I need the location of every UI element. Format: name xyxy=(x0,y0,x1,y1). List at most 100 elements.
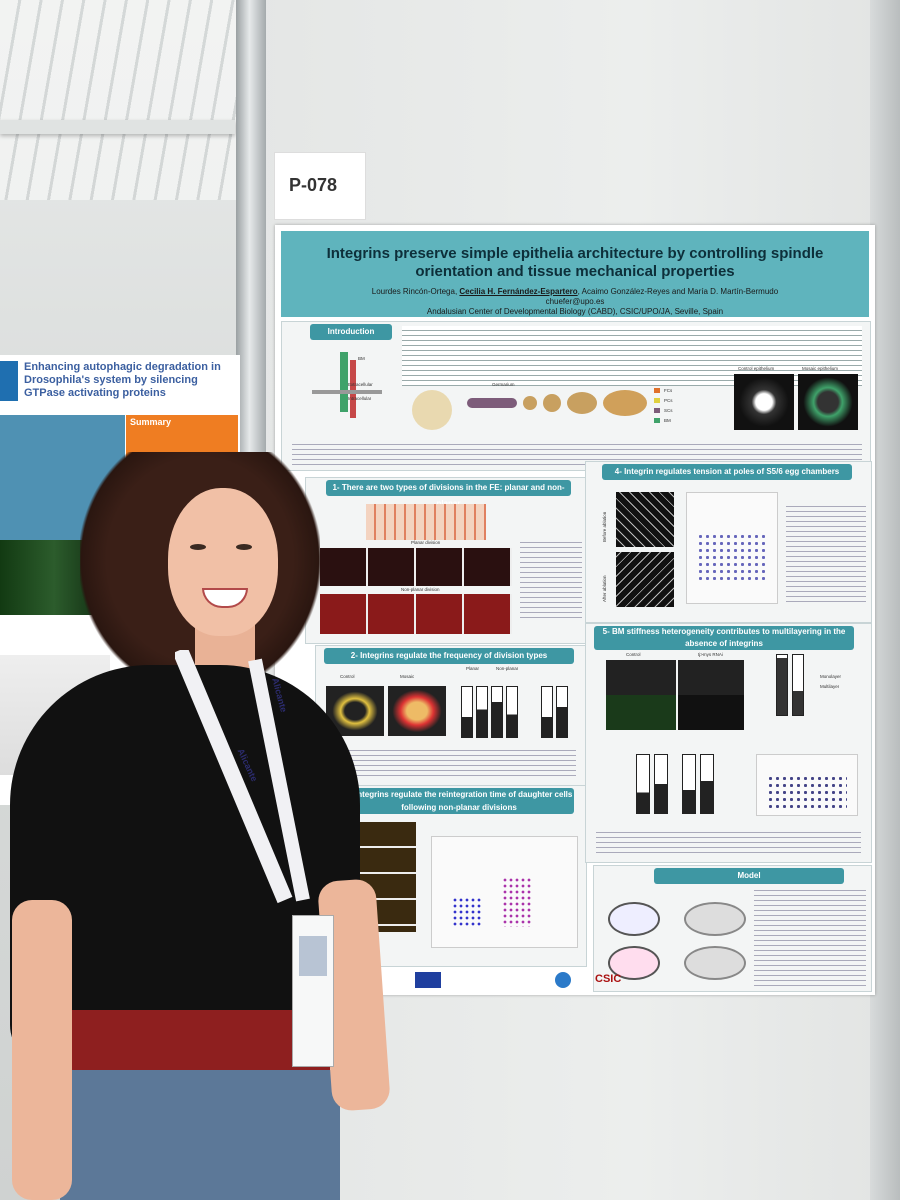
model-egg-chamber xyxy=(608,902,660,936)
section-1: 1- There are two types of divisions in t… xyxy=(305,477,587,644)
data-points xyxy=(697,533,767,583)
model-text xyxy=(754,886,866,986)
legend-fcs: FCs xyxy=(664,388,673,393)
eu-flag-logo xyxy=(415,972,441,988)
monolayer-legend: Monolayer xyxy=(820,674,842,679)
mosaic-epithelium-micrograph xyxy=(798,374,858,430)
before-ablation-label: Before ablation xyxy=(602,511,607,542)
planar-division-timelapse xyxy=(320,548,512,586)
poster-number: P-078 xyxy=(289,175,338,195)
poster-title-banner: Integrins preserve simple epithelia arch… xyxy=(281,231,869,317)
division-bar xyxy=(700,754,714,814)
nonplanar-legend: Non-planar xyxy=(496,666,519,671)
mys-rnai-label: tj>mys RNAi xyxy=(698,652,723,657)
legend-swatch xyxy=(654,398,660,403)
skylight-ceiling xyxy=(0,0,240,200)
before-ablation-image xyxy=(616,492,674,547)
section-4-heading: 4- Integrin regulates tension at poles o… xyxy=(602,464,852,480)
section-4-caption xyxy=(786,502,866,602)
division-bar xyxy=(682,754,696,814)
bm-label: BM xyxy=(358,356,365,361)
funding-logos: CSIC xyxy=(405,970,705,990)
nonplanar-division-label: Non-planar division xyxy=(401,587,440,592)
ovariole-egg-chambers xyxy=(467,390,647,416)
integrin-diagram: BM Extracellular Intracellular xyxy=(312,352,382,422)
introduction-section: Introduction BM Extracellular Intracellu… xyxy=(281,321,871,471)
division-bar xyxy=(654,754,668,814)
frequency-bar xyxy=(541,686,553,738)
control-epithelium-label: Control epithelium xyxy=(738,366,775,371)
egg-chamber xyxy=(567,392,597,414)
mosaic-label: Mosaic xyxy=(400,674,415,679)
division-frequency-bars xyxy=(456,686,576,738)
left-eye xyxy=(190,544,206,550)
data-points xyxy=(502,877,532,927)
membrane-line xyxy=(312,390,382,394)
csic-logo: CSIC xyxy=(595,973,622,985)
rnai-bm-images xyxy=(678,660,744,730)
legend-bm: BM xyxy=(664,418,671,423)
intracellular-label: Intracellular xyxy=(348,396,372,401)
germarium-label: Germarium xyxy=(492,382,515,387)
division-type-bars xyxy=(626,754,726,814)
introduction-heading: Introduction xyxy=(310,324,392,340)
section-3-heading: 3- Integrins regulate the reintegration … xyxy=(344,788,574,814)
egg-chamber xyxy=(523,396,537,410)
frequency-bar xyxy=(491,686,503,738)
frequency-bar xyxy=(476,686,488,738)
smile xyxy=(202,588,248,608)
layering-bar xyxy=(792,654,804,716)
control-label: Control xyxy=(340,674,355,679)
section-5-caption xyxy=(596,828,861,856)
reintegration-time-plot xyxy=(431,836,578,948)
model-heading: Model xyxy=(654,868,844,884)
neighbor-poster-summary-heading: Summary xyxy=(130,417,172,427)
planar-legend: Planar xyxy=(466,666,480,671)
planar-division-label: Planar division xyxy=(411,540,441,545)
authors-suffix: , Acaimo González-Reyes and María D. Mar… xyxy=(577,287,779,296)
section-2: 2- Integrins regulate the frequency of d… xyxy=(315,645,587,787)
section-1-heading: 1- There are two types of divisions in t… xyxy=(326,480,571,508)
egg-chamber xyxy=(603,390,647,416)
recoil-velocity-plot xyxy=(686,492,778,604)
legend-swatch xyxy=(654,408,660,413)
extracellular-label: Extracellular xyxy=(348,382,373,387)
legend-swatch xyxy=(654,388,660,393)
section-5-heading: 5- BM stiffness heterogeneity contribute… xyxy=(594,626,854,650)
frequency-bar xyxy=(461,686,473,738)
cell-type-legend: FCs PCs SCs BM xyxy=(654,388,724,428)
section-4: 4- Integrin regulates tension at poles o… xyxy=(585,461,872,623)
mosaic-egg-chamber-image xyxy=(388,686,446,736)
lanyard xyxy=(175,650,310,904)
neighbor-poster-title: Enhancing autophagic degradation in Dros… xyxy=(24,361,221,399)
legend-pcs: PCs xyxy=(664,398,673,403)
multilayer-legend: Multilayer xyxy=(820,684,840,689)
division-scheme xyxy=(366,504,486,540)
integrin-beta-chain xyxy=(350,360,356,418)
control-bm-images xyxy=(606,660,676,730)
egg-chamber xyxy=(543,394,561,412)
model-egg-chamber xyxy=(608,946,660,980)
section-2-heading: 2- Integrins regulate the frequency of d… xyxy=(324,648,574,664)
main-poster: Integrins preserve simple epithelia arch… xyxy=(275,225,875,995)
presenting-author: Cecilia H. Fernández-Espartero xyxy=(459,287,578,296)
poster-title: Integrins preserve simple epithelia arch… xyxy=(326,245,824,280)
model-egg-outline xyxy=(684,946,746,980)
reintegration-scatter xyxy=(756,754,858,816)
poster-number-label: P-078 xyxy=(274,152,366,220)
section-1-caption xyxy=(520,538,582,618)
contact-email: chuefer@upo.es xyxy=(545,297,605,306)
frequency-bar xyxy=(556,686,568,738)
model-section: Model xyxy=(593,865,872,992)
section-2-caption xyxy=(326,746,576,776)
egg-chamber xyxy=(467,398,517,408)
control-label: Control xyxy=(626,652,641,657)
model-egg-outline xyxy=(684,902,746,936)
authors-prefix: Lourdes Rincón-Ortega, xyxy=(371,287,458,296)
control-epithelium-micrograph xyxy=(734,374,794,430)
after-ablation-label: After ablation xyxy=(602,575,607,602)
board-frame-edge xyxy=(870,0,900,1200)
integrin-alpha-chain xyxy=(340,352,348,412)
ovarioles-illustration xyxy=(412,390,452,430)
neighbor-poster-logo xyxy=(0,361,18,401)
